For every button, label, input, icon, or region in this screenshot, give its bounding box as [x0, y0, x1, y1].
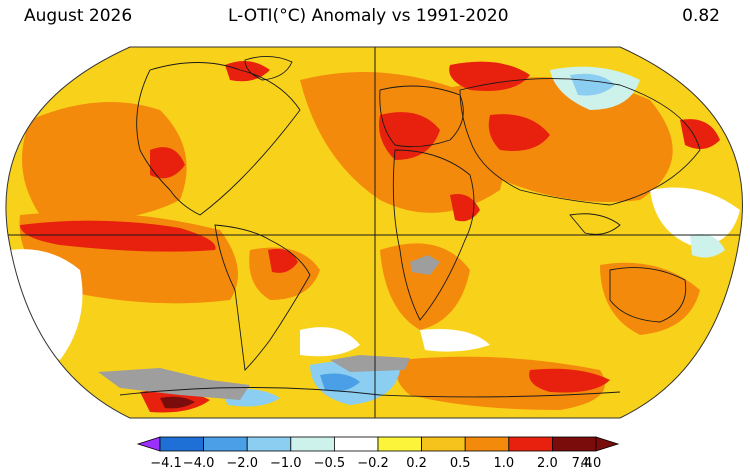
map-title: L-OTI(°C) Anomaly vs 1991-2020: [228, 6, 509, 26]
legend-bin: [464, 436, 510, 452]
legend-arrow-low: [136, 436, 161, 452]
legend-tick-label: 7.4: [572, 456, 593, 471]
legend-bin: [203, 436, 248, 452]
legend-bin: [333, 436, 379, 452]
legend-tick-label: −2.0: [226, 456, 258, 471]
legend-bin: [159, 436, 204, 452]
legend-tick-label: 2.0: [537, 456, 558, 471]
legend-tick-label: 4.0: [581, 456, 602, 471]
legend-bin: [552, 436, 597, 452]
global-mean-value: 0.82: [682, 6, 720, 26]
coastlines: [119, 56, 701, 398]
legend-bar: [136, 436, 620, 452]
dark-red-anomaly-regions: [160, 396, 195, 409]
legend-tick-label: −0.2: [357, 456, 389, 471]
legend-bin: [508, 436, 553, 452]
legend-tick-label: −0.5: [314, 456, 346, 471]
legend-bin: [290, 436, 335, 452]
legend-bin: [377, 436, 422, 452]
temperature-anomaly-map: [5, 46, 744, 419]
legend-tick-label: −1.0: [270, 456, 302, 471]
legend-tick-label: 0.5: [450, 456, 471, 471]
legend-bin: [246, 436, 292, 452]
strong-negative-regions: [320, 373, 360, 392]
legend-bin: [421, 436, 466, 452]
legend-tick-label: −4.0: [183, 456, 215, 471]
map-date: August 2026: [24, 6, 133, 26]
legend-tick-label: 0.2: [406, 456, 427, 471]
legend-arrow-high: [595, 436, 620, 452]
legend-ticks: −4.1 −4.0 −2.0 −1.0 −0.5 −0.2 0.2 0.5 1.0 2.0 4.07…: [150, 456, 601, 471]
near-zero-anomaly-regions: [10, 187, 740, 360]
legend-tick-label: 1.0: [493, 456, 514, 471]
legend-tick-label: −4.1: [150, 456, 182, 471]
no-data-regions: [98, 255, 440, 400]
